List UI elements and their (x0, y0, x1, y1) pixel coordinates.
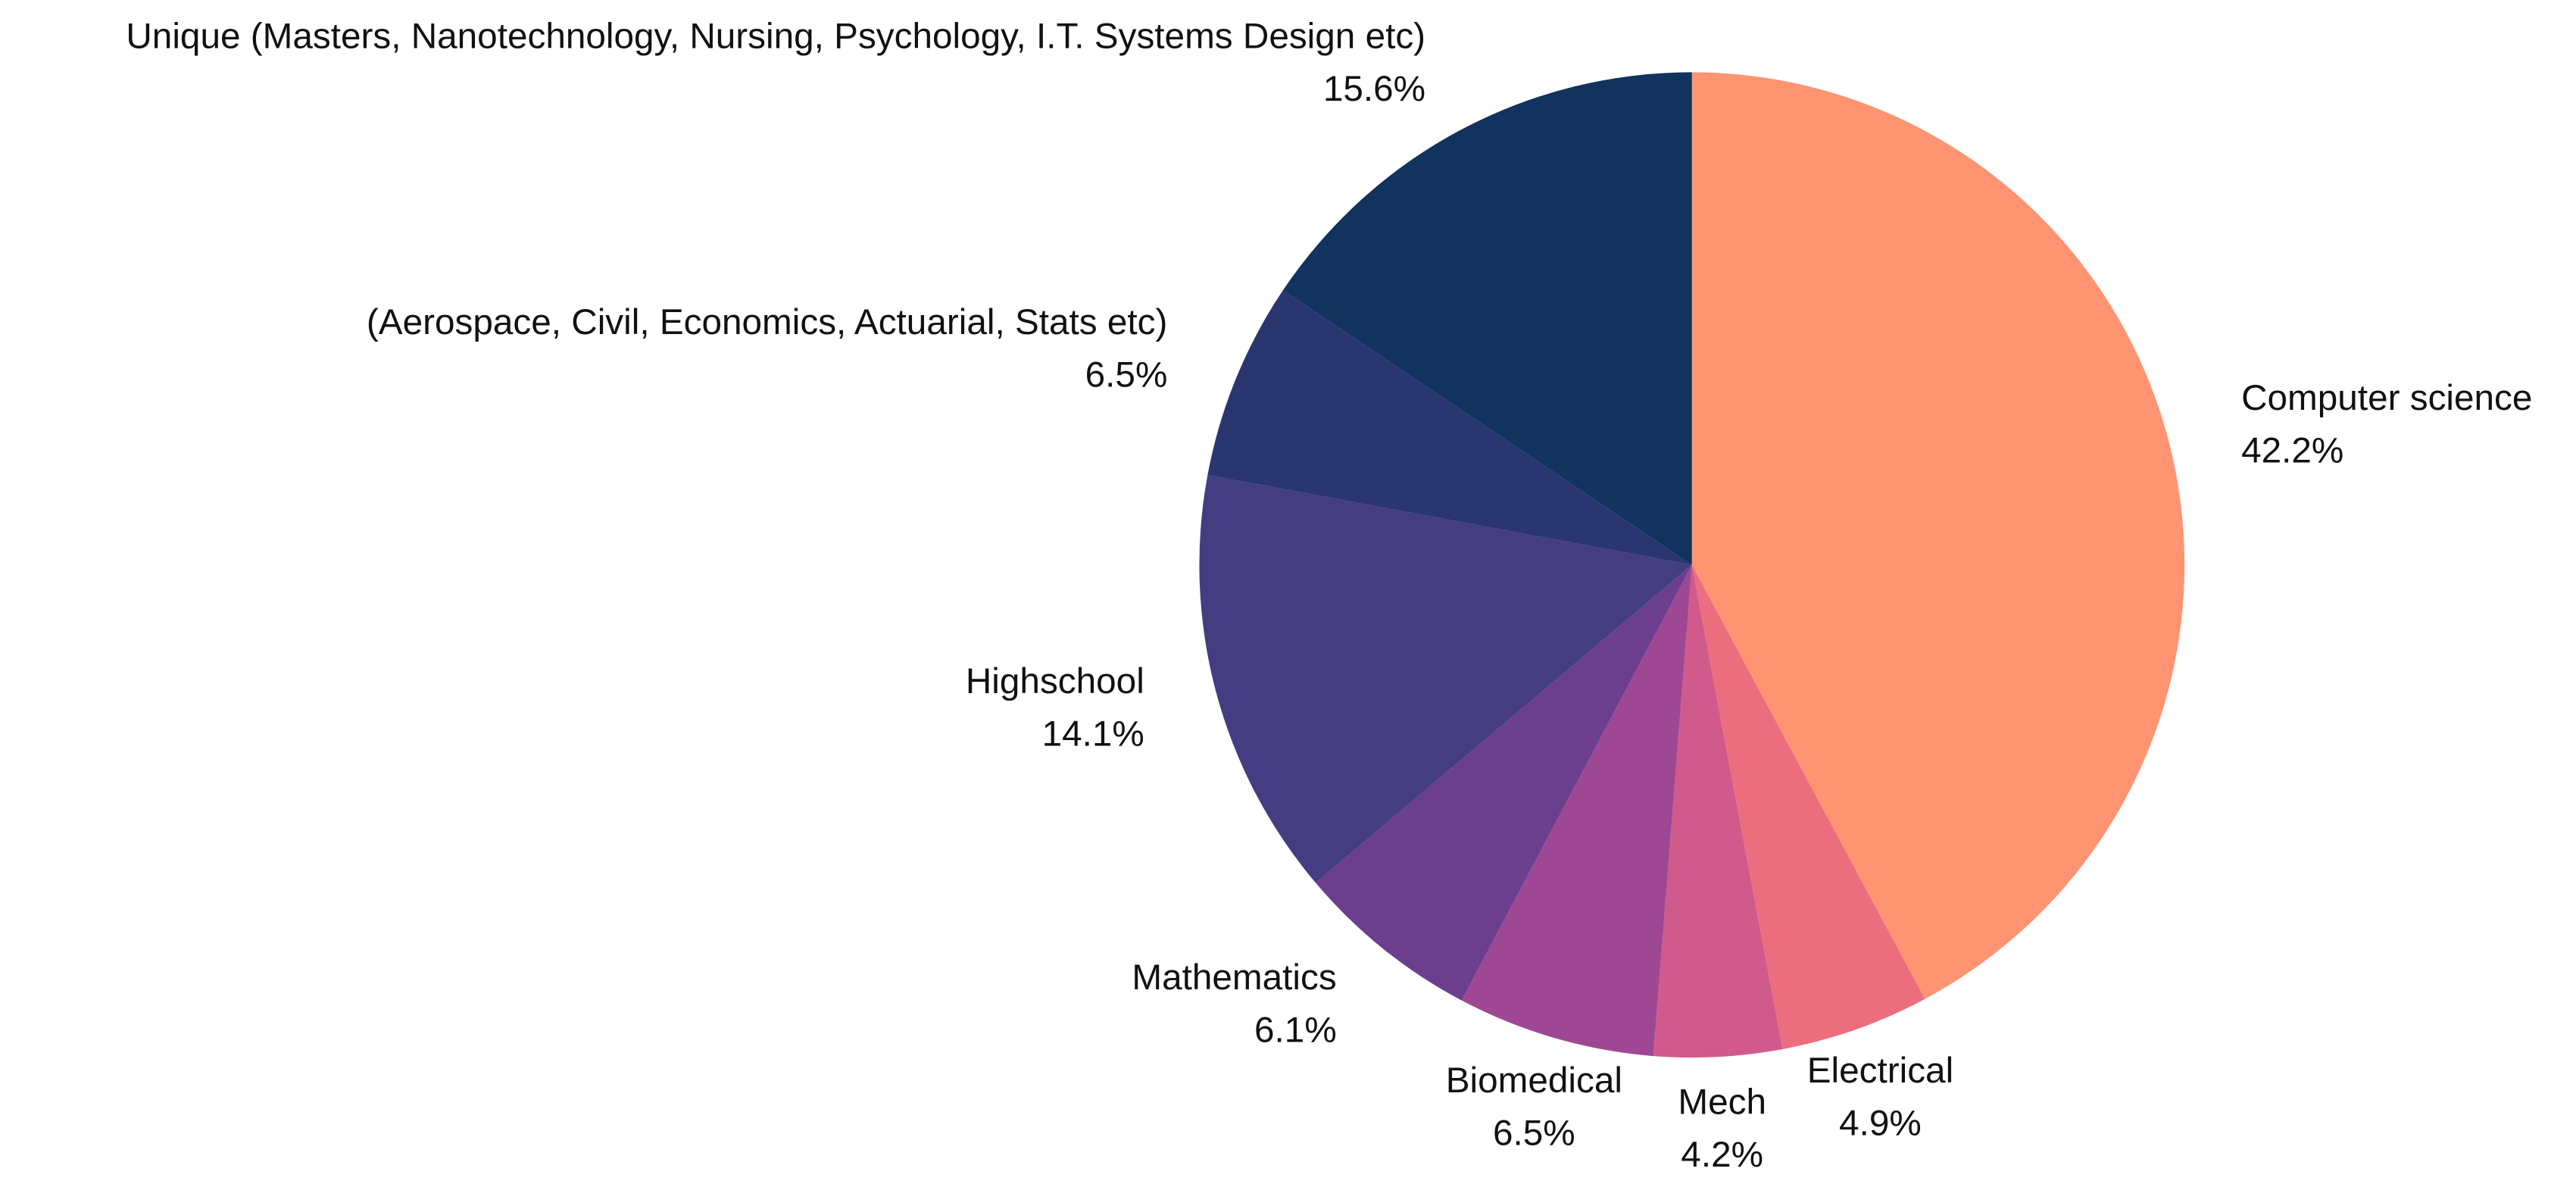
slice-label: Electrical (1807, 1051, 1953, 1091)
slice-value: 4.9% (1839, 1103, 1922, 1143)
slice-label: (Aerospace, Civil, Economics, Actuarial,… (367, 302, 1167, 342)
pie-slice (1691, 72, 2185, 999)
slice-value: 4.2% (1681, 1135, 1763, 1175)
slice-label: Mathematics (1132, 958, 1336, 998)
pie-slice (1691, 564, 1925, 1049)
slice-label: Computer science (2241, 378, 2532, 418)
slice-label: Unique (Masters, Nanotechnology, Nursing… (126, 17, 1425, 57)
slice-value: 15.6% (1323, 69, 1425, 109)
slice-value: 14.1% (1042, 714, 1144, 754)
slice-label: Highschool (966, 661, 1144, 701)
pie-slice (1199, 474, 1692, 883)
pie-slice (1315, 564, 1692, 1001)
slice-value: 6.5% (1085, 355, 1168, 395)
pie-slice (1461, 564, 1692, 1057)
slice-value: 6.1% (1254, 1011, 1337, 1051)
pie-slice (1282, 72, 1692, 565)
slice-label: Biomedical (1446, 1061, 1622, 1101)
pie-slice (1207, 290, 1692, 565)
slice-value: 6.5% (1493, 1113, 1575, 1153)
pie-slice (1653, 564, 1783, 1058)
slice-value: 42.2% (2241, 431, 2343, 471)
slice-label: Mech (1678, 1082, 1766, 1122)
